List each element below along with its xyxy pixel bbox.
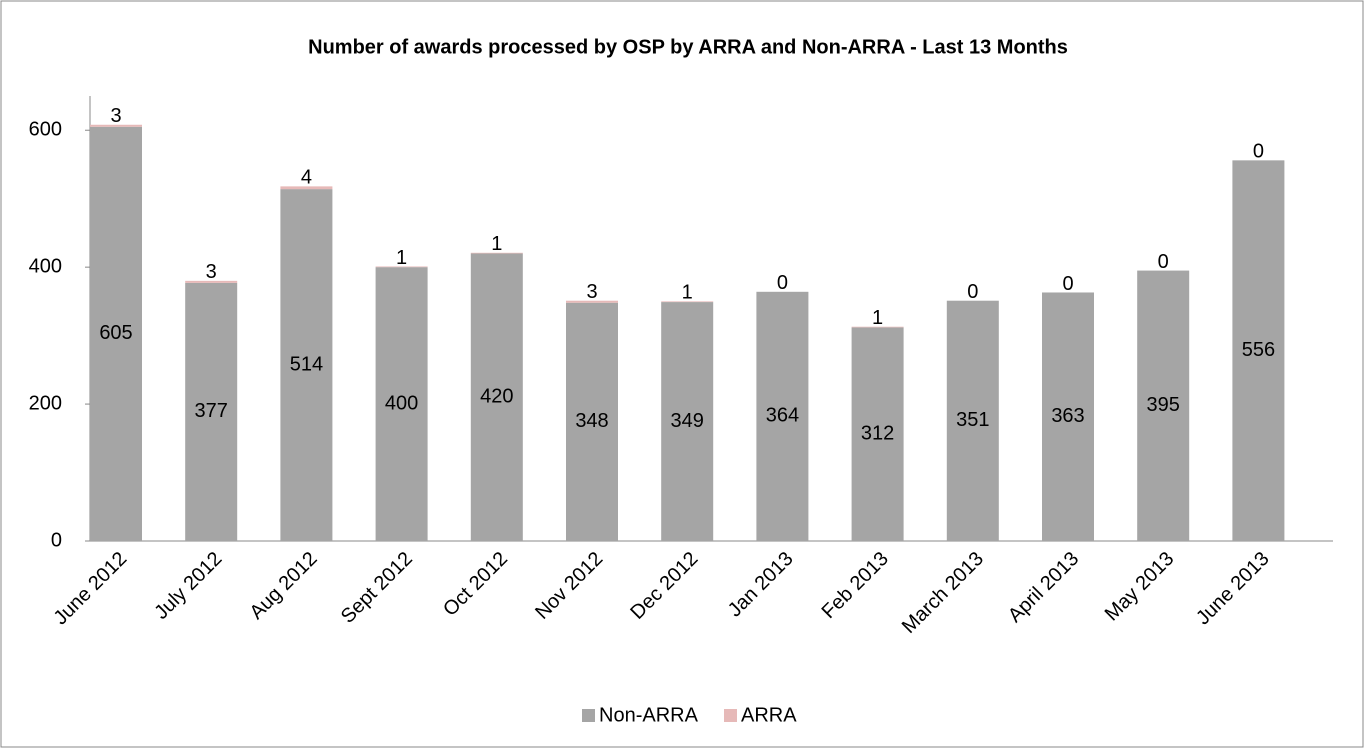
value-label: 348	[575, 410, 608, 432]
bar-segment	[375, 266, 428, 268]
bar-segment	[946, 300, 999, 541]
value-label: 377	[195, 400, 228, 422]
value-label: 556	[1242, 339, 1275, 361]
y-tick-label: 0	[51, 529, 62, 551]
value-label: 1	[872, 307, 883, 329]
y-tick-label: 400	[29, 255, 62, 277]
legend-swatch	[582, 709, 595, 722]
y-tick-label: 600	[29, 119, 62, 141]
value-label: 3	[110, 105, 121, 127]
value-label: 3	[206, 261, 217, 283]
value-label: 3	[586, 281, 597, 303]
bar-segment	[280, 186, 333, 190]
bar-segment	[1232, 160, 1285, 541]
bar-segment	[470, 252, 523, 254]
bar-segment	[470, 253, 523, 541]
y-tick-label: 200	[29, 392, 62, 414]
legend-swatch	[724, 709, 737, 722]
value-label: 0	[1158, 251, 1169, 273]
legend-label: ARRA	[741, 704, 797, 726]
bar-segment	[851, 326, 904, 328]
bar-segment	[280, 189, 333, 541]
value-label: 1	[491, 233, 502, 255]
bar-segment	[661, 302, 714, 541]
bar-segment	[851, 327, 904, 541]
bar-segment	[566, 300, 618, 303]
value-label: 605	[99, 322, 132, 344]
value-label: 420	[480, 386, 513, 408]
value-label: 364	[766, 405, 799, 427]
bar-segment	[756, 291, 809, 541]
chart-title: Number of awards processed by OSP by ARR…	[308, 36, 1068, 58]
value-label: 1	[396, 247, 407, 269]
value-label: 0	[777, 272, 788, 294]
value-label: 1	[682, 282, 693, 304]
value-label: 351	[956, 409, 989, 431]
bar-segment	[90, 126, 142, 542]
value-label: 395	[1147, 394, 1180, 416]
bar-segment	[661, 301, 714, 303]
value-label: 0	[967, 281, 978, 303]
bar-segment	[185, 282, 238, 541]
value-label: 0	[1062, 273, 1073, 295]
bar-segment	[375, 267, 428, 541]
value-label: 4	[301, 167, 312, 189]
bar-segment	[566, 302, 618, 541]
value-label: 0	[1253, 141, 1264, 163]
value-label: 349	[671, 410, 704, 432]
value-label: 514	[290, 353, 323, 375]
value-label: 363	[1051, 405, 1084, 427]
legend-label: Non-ARRA	[599, 704, 699, 726]
bar-segment	[1137, 270, 1190, 541]
bar-segment	[1042, 292, 1094, 541]
value-label: 400	[385, 392, 418, 414]
bar-segment	[185, 280, 238, 283]
bar-segment	[90, 124, 142, 127]
value-label: 312	[861, 422, 894, 444]
